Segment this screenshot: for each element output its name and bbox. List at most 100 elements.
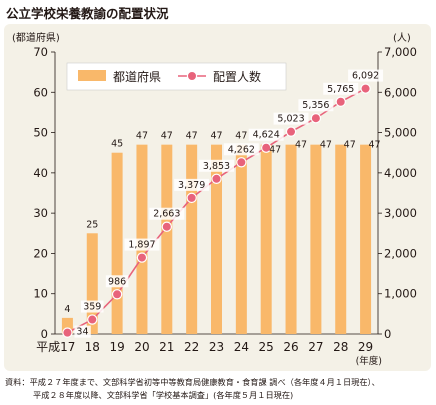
bar-value-label: 25 bbox=[86, 219, 98, 230]
line-value-label: 4,262 bbox=[228, 144, 255, 155]
x-tick-label: 22 bbox=[184, 340, 199, 354]
left-tick-label: 50 bbox=[33, 126, 48, 140]
x-tick-label: 21 bbox=[159, 340, 174, 354]
left-tick-label: 30 bbox=[33, 206, 48, 220]
x-tick-label: 19 bbox=[109, 340, 124, 354]
line-value-label: 5,356 bbox=[302, 100, 329, 111]
bar bbox=[260, 144, 272, 334]
left-tick-label: 60 bbox=[33, 85, 48, 99]
line-value-label: 6,092 bbox=[352, 71, 379, 82]
axis-layer: 0 10 20 30 40 50 60 70 0 1,000 2,000 3,000 4,000 5,00… bbox=[12, 31, 417, 367]
line-point bbox=[161, 221, 173, 232]
legend-swatch-marker bbox=[186, 70, 198, 82]
line-point bbox=[186, 192, 197, 204]
line-point bbox=[211, 173, 222, 184]
line-value-label-bg bbox=[149, 207, 185, 220]
bar bbox=[310, 144, 322, 334]
right-tick-label: 4,000 bbox=[384, 166, 417, 180]
bar-value-label: 47 bbox=[136, 131, 148, 142]
line-value-label-bg bbox=[273, 112, 309, 125]
bar bbox=[285, 144, 297, 334]
bar-value-label: 4 bbox=[64, 304, 70, 315]
source-line-2: 平成２８年度以降、文部科学省「学校基本調査」(各年度５月１日現在) bbox=[33, 389, 294, 400]
line-point bbox=[136, 252, 148, 263]
line-value-label: 34 bbox=[76, 327, 88, 338]
line-layer bbox=[62, 83, 371, 338]
bar-value-label: 47 bbox=[161, 131, 173, 142]
right-tick-label: 2,000 bbox=[384, 246, 417, 260]
bar bbox=[211, 144, 222, 334]
x-tick-label: 18 bbox=[85, 340, 100, 354]
bar-value-label: 47 bbox=[295, 140, 307, 151]
left-axis-label: (都道府県) bbox=[12, 31, 60, 44]
line-value-label: 3,379 bbox=[178, 180, 205, 191]
left-tick-label: 0 bbox=[41, 327, 48, 341]
line-value-label-bg bbox=[298, 99, 334, 112]
line-value-label-bg bbox=[124, 238, 160, 251]
bar bbox=[161, 144, 173, 334]
x-tick-label: 28 bbox=[333, 340, 348, 354]
line-value-label-bg bbox=[74, 325, 91, 338]
x-tick-label: 20 bbox=[134, 340, 149, 354]
left-tick-label: 70 bbox=[33, 45, 48, 59]
line-value-label: 2,663 bbox=[153, 209, 180, 220]
bar bbox=[61, 317, 73, 334]
legend-label-bar: 都道府県 bbox=[113, 69, 161, 84]
bar bbox=[86, 233, 98, 334]
left-tick-label: 10 bbox=[33, 287, 48, 301]
bar-value-label: 47 bbox=[186, 131, 198, 142]
line-value-label-bg bbox=[174, 178, 210, 191]
line-point bbox=[335, 96, 346, 107]
bar-value-label: 45 bbox=[111, 139, 123, 150]
left-tick-label: 20 bbox=[33, 246, 48, 260]
line-value-label-bg bbox=[105, 275, 129, 288]
line-point bbox=[87, 314, 98, 325]
line-point bbox=[260, 142, 272, 153]
line-value-label-bg bbox=[248, 128, 284, 141]
line-point bbox=[62, 327, 73, 338]
right-tick-label: 1,000 bbox=[384, 287, 417, 301]
bar bbox=[235, 144, 247, 334]
bar-layer bbox=[61, 144, 372, 334]
bar-value-label: 47 bbox=[210, 131, 222, 142]
line-value-label-bg bbox=[199, 159, 234, 172]
line-point bbox=[111, 289, 123, 300]
bar bbox=[360, 144, 372, 334]
bar-value-label: 47 bbox=[320, 140, 332, 151]
x-tick-label: 26 bbox=[283, 340, 298, 354]
line-value-label-bg bbox=[323, 82, 359, 95]
line-value-label: 5,765 bbox=[327, 84, 354, 95]
right-tick-label: 0 bbox=[384, 327, 391, 341]
line-value-label-bg bbox=[80, 300, 104, 313]
chart: 0 10 20 30 40 50 60 70 0 1,000 2,000 3,000 4,000 5,00… bbox=[12, 31, 417, 367]
line-value-label-bg bbox=[223, 143, 259, 156]
legend: 都道府県 配置人数 bbox=[66, 62, 287, 91]
x-tick-label: 23 bbox=[209, 340, 224, 354]
legend-label-line: 配置人数 bbox=[213, 69, 261, 84]
right-tick-label: 3,000 bbox=[384, 206, 417, 220]
left-tick-label: 40 bbox=[33, 166, 48, 180]
line-value-label: 986 bbox=[108, 276, 126, 287]
line-value-label: 4,624 bbox=[253, 130, 280, 141]
x-tick-label: 27 bbox=[308, 340, 323, 354]
bar-value-label: 47 bbox=[235, 131, 247, 142]
bar bbox=[335, 144, 347, 334]
right-tick-label: 5,000 bbox=[384, 126, 417, 140]
line-point bbox=[285, 126, 297, 137]
source-note: 資料：平成２７年度まで、文部科学省初等中等教育局健康教育・食育課 調べ（各年度４… bbox=[5, 376, 380, 401]
bar-value-label: 47 bbox=[344, 140, 356, 151]
bar bbox=[186, 144, 198, 334]
right-tick-label: 6,000 bbox=[384, 85, 417, 99]
legend-swatch-bar bbox=[78, 70, 106, 81]
bar-value-label: 47 bbox=[269, 145, 281, 156]
right-axis-label: (人) bbox=[393, 32, 411, 44]
source-line-1: 資料：平成２７年度まで、文部科学省初等中等教育局健康教育・食育課 調べ（各年度４… bbox=[5, 377, 380, 387]
line-point bbox=[360, 83, 371, 94]
x-tick-label: 25 bbox=[259, 340, 274, 354]
line-value-label-bg bbox=[348, 69, 384, 82]
line-point bbox=[236, 157, 247, 168]
data-label-layer: 4 25 45 47 47 47 47 47 47 47 47 47 47 34 359 986 1,897 2,… bbox=[64, 69, 384, 338]
x-tick-label: 24 bbox=[234, 340, 249, 354]
right-tick-label: 7,000 bbox=[384, 45, 417, 59]
line-value-label: 359 bbox=[83, 302, 101, 313]
